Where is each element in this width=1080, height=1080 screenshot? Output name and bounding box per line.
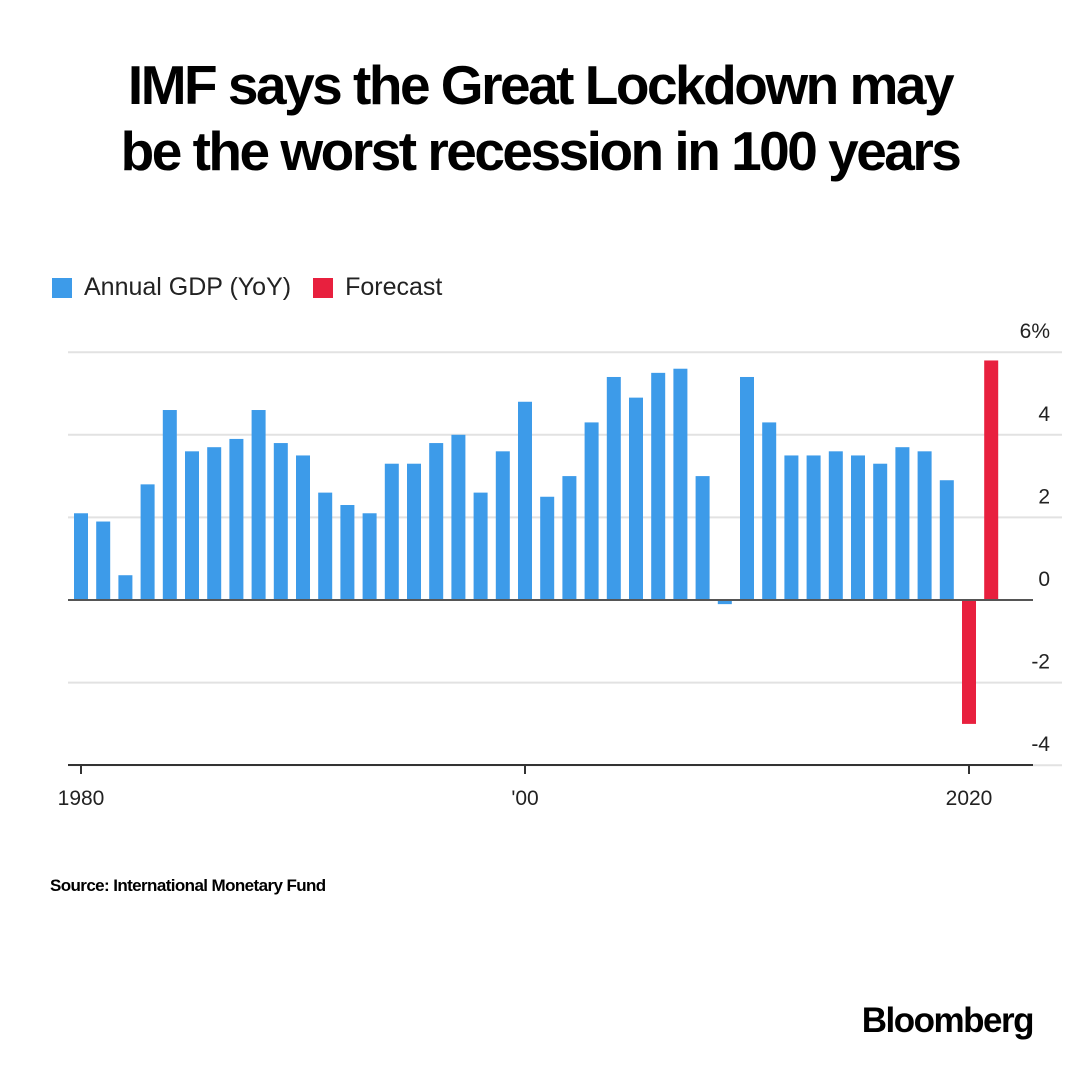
forecast-bar <box>962 600 976 724</box>
legend-swatch-forecast <box>313 277 334 298</box>
gdp-bar <box>451 434 466 600</box>
y-tick-label: 2 <box>1038 485 1050 508</box>
gdp-bar <box>318 492 333 600</box>
gdp-bar <box>540 496 555 600</box>
gdp-bar <box>207 447 222 600</box>
gdp-bar <box>407 463 421 600</box>
source-note: Source: International Monetary Fund <box>50 876 326 895</box>
gdp-bar <box>717 600 732 605</box>
y-tick-label: 4 <box>1038 403 1050 426</box>
forecast-bar <box>984 360 999 600</box>
legend-label-forecast: Forecast <box>345 273 443 301</box>
gdp-bar <box>917 451 932 600</box>
y-tick-label: -2 <box>1031 651 1050 674</box>
gdp-bar <box>118 575 133 600</box>
x-tick-label: 1980 <box>58 787 105 810</box>
gdp-bar <box>828 451 843 600</box>
y-tick-label: -4 <box>1031 733 1050 756</box>
y-tick-label: 6% <box>1020 320 1050 343</box>
legend-label-gdp: Annual GDP (YoY) <box>84 273 292 301</box>
gdp-bar <box>140 484 155 600</box>
legend-item-gdp: Annual GDP (YoY) <box>52 273 291 302</box>
gdp-bar <box>96 521 111 600</box>
gdp-bar <box>784 455 799 600</box>
gdp-bar <box>251 410 266 600</box>
gdp-bar-chart: 6% 4 2 0 -2 -4 1980 '00 2020 <box>58 320 1062 810</box>
gdp-bar <box>851 455 865 600</box>
x-tick-label: '00 <box>511 787 538 810</box>
y-tick-label: 0 <box>1038 568 1050 591</box>
gdp-bar <box>74 513 88 600</box>
gdp-bar <box>895 447 910 600</box>
gdp-bar <box>673 368 688 600</box>
gdp-bar <box>273 443 288 600</box>
gdp-bar <box>740 376 754 600</box>
gdp-bar <box>762 422 777 600</box>
gdp-bar <box>229 438 244 600</box>
gdp-bar <box>562 476 577 600</box>
chart-legend: Annual GDP (YoY) Forecast <box>52 273 464 302</box>
legend-item-forecast: Forecast <box>313 273 442 302</box>
x-tick-label: 2020 <box>946 787 993 810</box>
gdp-bar <box>518 401 532 600</box>
gdp-bar <box>384 463 399 600</box>
gdp-bar <box>629 397 643 600</box>
gdp-bar <box>185 451 199 600</box>
gdp-bar <box>495 451 510 600</box>
gdp-bar <box>362 513 377 600</box>
gdp-bar <box>473 492 488 600</box>
gdp-bar <box>584 422 599 600</box>
legend-swatch-gdp <box>52 277 72 298</box>
title-line-2: be the worst recession in 100 years <box>120 120 962 182</box>
chart-title: IMF says the Great Lockdown may be the w… <box>0 52 1080 184</box>
gdp-bar <box>162 410 177 600</box>
title-line-1: IMF says the Great Lockdown may <box>127 54 955 116</box>
gdp-bar <box>340 505 355 600</box>
gdp-bar <box>939 480 954 600</box>
bloomberg-logo: Bloomberg <box>861 1001 1035 1040</box>
gdp-bar <box>806 455 821 600</box>
gdp-bar <box>651 372 666 600</box>
gdp-bar <box>873 463 888 600</box>
gdp-bar <box>296 455 310 600</box>
gdp-bar <box>429 443 444 600</box>
gdp-bar <box>695 476 710 600</box>
gdp-bar <box>606 376 621 600</box>
